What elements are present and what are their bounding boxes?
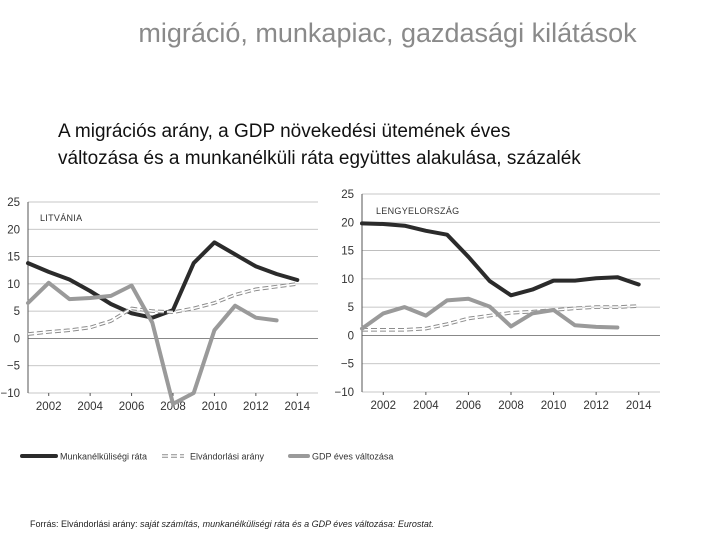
x-tick-label: 2012 [583, 400, 609, 412]
source-prefix: Forrás: Elvándorlási arány: [30, 519, 138, 529]
x-tick-label: 2010 [541, 400, 567, 412]
x-tick-label: 2012 [243, 401, 269, 413]
y-tick-label: 0 [348, 330, 354, 342]
y-tick-label: 15 [7, 252, 20, 264]
chart-legend: Munkanélküliségi ráta Elvándorlási arány G… [20, 452, 393, 462]
chart-panel-2: 25 20 15 10 5 0 −5 −10 2002 2004 2006 2008 2010 2012 2… [334, 189, 660, 412]
chart-panel-1: 25 20 15 10 5 0 −5 −10 2002 2004 2006 2008 2010 2012 2… [0, 197, 318, 413]
x-tick-label: 2008 [498, 400, 524, 412]
legend-munkan-lk-lis-gi-r-ta-label: Munkanélküliségi ráta [60, 452, 147, 462]
y-tick-label: −10 [0, 388, 20, 400]
y-tick-label: 10 [7, 279, 20, 291]
series-gdp-ves-v-ltoz-sa [26, 280, 279, 406]
x-tick-label: 2006 [119, 401, 145, 413]
x-tick-label: 2010 [202, 401, 228, 413]
y-tick-label: 25 [7, 197, 20, 209]
x-tick-label: 2006 [456, 400, 482, 412]
y-tick-label: 10 [341, 274, 354, 286]
subtitle-line-1: A migrációs arány, a GDP növekedési ütem… [58, 121, 511, 142]
series-munkan-lk-lis-gi-r-ta [360, 221, 641, 298]
y-tick-label: 25 [341, 189, 354, 201]
y-tick-label: 5 [348, 302, 354, 314]
subtitle-line-2: változása és a munkanélküli ráta együtte… [58, 148, 581, 169]
y-tick-label: −10 [334, 387, 354, 399]
y-tick-label: −5 [7, 361, 20, 373]
panel-title: LITVÁNIA [40, 213, 82, 223]
chart-subtitle: A migrációs arány, a GDP növekedési ütem… [58, 118, 698, 172]
panel-title: LENGYELORSZÁG [376, 206, 459, 216]
x-tick-label: 2008 [160, 401, 186, 413]
x-tick-label: 2014 [284, 401, 310, 413]
source-text: saját számítás, munkanélküliségi ráta és… [137, 519, 434, 529]
series-gdp-ves-v-ltoz-sa [360, 296, 620, 331]
series-elv-ndorl-si-ar-ny [27, 282, 298, 336]
series-elv-ndorl-si-ar-ny-inner [27, 283, 298, 335]
legend-gdp-ves-v-ltoz-sa-label: GDP éves változása [312, 452, 393, 462]
y-tick-label: 5 [14, 306, 20, 318]
x-tick-label: 2004 [77, 401, 103, 413]
y-tick-label: 0 [14, 333, 20, 345]
y-tick-label: 20 [7, 224, 20, 236]
y-tick-label: −5 [341, 359, 354, 371]
x-tick-label: 2002 [370, 400, 396, 412]
y-tick-label: 15 [341, 246, 354, 258]
x-tick-label: 2002 [36, 401, 62, 413]
x-tick-label: 2014 [626, 400, 652, 412]
slide-title: migráció, munkapiac, gazdasági kilátások [138, 18, 637, 48]
series-munkan-lk-lis-gi-r-ta [26, 240, 300, 320]
x-tick-label: 2004 [413, 400, 439, 412]
y-tick-label: 20 [341, 217, 354, 229]
legend-elv-ndorl-si-ar-ny-label: Elvándorlási arány [190, 452, 265, 462]
source-note: Forrás: Elvándorlási arány: saját számít… [30, 519, 434, 529]
